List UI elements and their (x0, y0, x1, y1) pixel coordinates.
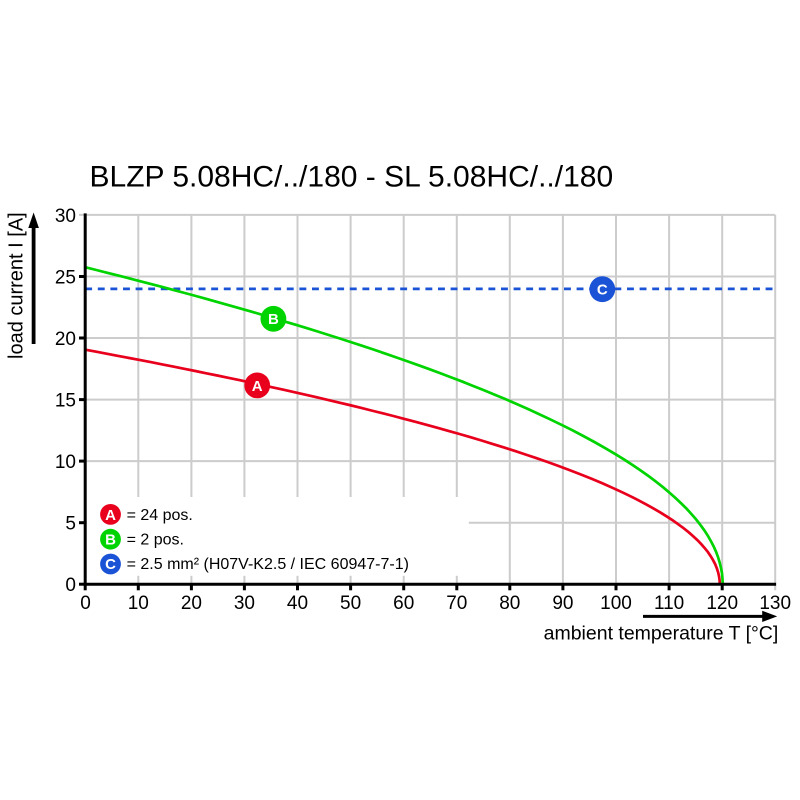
svg-text:20: 20 (181, 593, 202, 614)
svg-text:50: 50 (340, 593, 361, 614)
svg-text:90: 90 (552, 593, 573, 614)
svg-text:= 2.5 mm² (H07V-K2.5 / IEC 609: = 2.5 mm² (H07V-K2.5 / IEC 60947-7-1) (127, 556, 409, 573)
svg-text:ambient temperature T [°C]: ambient temperature T [°C] (544, 623, 779, 645)
svg-text:C: C (105, 556, 116, 573)
svg-text:80: 80 (499, 593, 520, 614)
svg-text:= 24 pos.: = 24 pos. (127, 507, 193, 524)
svg-text:5: 5 (65, 514, 76, 535)
svg-text:load current I [A]: load current I [A] (5, 212, 27, 359)
svg-text:30: 30 (234, 593, 255, 614)
svg-text:0: 0 (80, 593, 91, 614)
svg-text:10: 10 (128, 593, 149, 614)
svg-text:30: 30 (55, 206, 76, 227)
svg-text:120: 120 (706, 593, 738, 614)
svg-text:25: 25 (55, 267, 76, 288)
svg-text:= 2 pos.: = 2 pos. (127, 532, 184, 549)
svg-text:BLZP 5.08HC/../180 - SL 5.08HC: BLZP 5.08HC/../180 - SL 5.08HC/../180 (90, 161, 614, 194)
svg-text:C: C (597, 282, 608, 299)
svg-text:100: 100 (600, 593, 632, 614)
svg-text:B: B (268, 311, 279, 328)
svg-text:A: A (105, 507, 116, 524)
svg-text:15: 15 (55, 391, 76, 412)
svg-text:A: A (252, 378, 263, 395)
svg-text:20: 20 (55, 329, 76, 350)
svg-text:0: 0 (65, 575, 76, 596)
svg-text:130: 130 (759, 593, 791, 614)
svg-text:B: B (105, 532, 116, 549)
svg-text:10: 10 (55, 452, 76, 473)
svg-text:70: 70 (446, 593, 467, 614)
svg-text:40: 40 (287, 593, 308, 614)
svg-text:60: 60 (393, 593, 414, 614)
svg-text:110: 110 (654, 593, 684, 614)
